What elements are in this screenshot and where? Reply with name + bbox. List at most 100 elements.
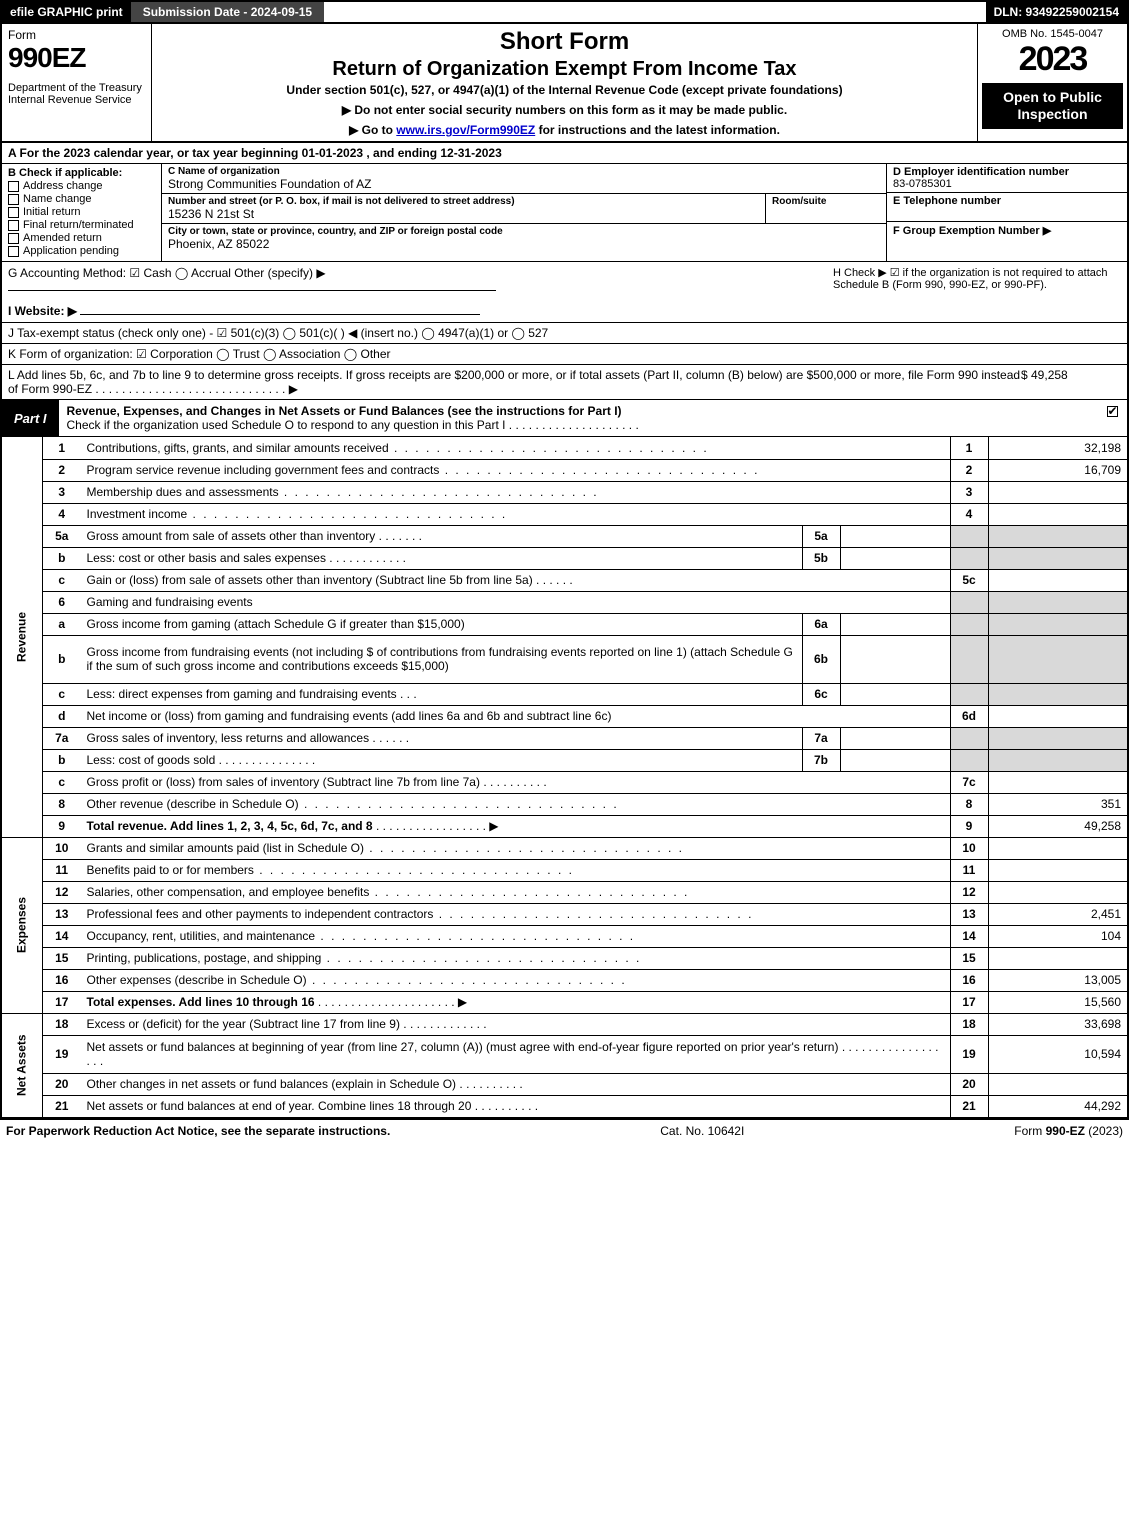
chk-initial-return[interactable]: Initial return — [8, 206, 155, 218]
l16-val: 13,005 — [988, 969, 1128, 991]
l17-no: 17 — [43, 991, 81, 1013]
row-gh: G Accounting Method: ☑ Cash ◯ Accrual Ot… — [0, 262, 1129, 323]
l10-no: 10 — [43, 837, 81, 859]
subtitle: Under section 501(c), 527, or 4947(a)(1)… — [160, 83, 969, 97]
spacer — [324, 2, 985, 22]
l6b-no: b — [43, 635, 81, 683]
irs-link[interactable]: www.irs.gov/Form990EZ — [396, 123, 535, 137]
l7b-sm: 7b — [802, 749, 840, 771]
page-footer: For Paperwork Reduction Act Notice, see … — [0, 1118, 1129, 1142]
l14-rtno: 14 — [950, 925, 988, 947]
line-6b: b Gross income from fundraising events (… — [1, 635, 1128, 683]
chk-app-pending[interactable]: Application pending — [8, 245, 155, 257]
line-6c: c Less: direct expenses from gaming and … — [1, 683, 1128, 705]
l6b-rtno — [950, 635, 988, 683]
group-exempt-label: F Group Exemption Number ▶ — [893, 224, 1121, 237]
line-20: 20 Other changes in net assets or fund b… — [1, 1073, 1128, 1095]
street-cell: Number and street (or P. O. box, if mail… — [162, 194, 766, 223]
chk-final-return[interactable]: Final return/terminated — [8, 219, 155, 231]
l12-val — [988, 881, 1128, 903]
l19-no: 19 — [43, 1035, 81, 1073]
l3-rtno: 3 — [950, 481, 988, 503]
part1-table: Revenue 1 Contributions, gifts, grants, … — [0, 437, 1129, 1118]
l17-rtno: 17 — [950, 991, 988, 1013]
org-name-value: Strong Communities Foundation of AZ — [168, 177, 880, 191]
row-h: H Check ▶ ☑ if the organization is not r… — [827, 262, 1127, 322]
tax-year: 2023 — [982, 40, 1123, 79]
l11-val — [988, 859, 1128, 881]
l13-val: 2,451 — [988, 903, 1128, 925]
l6b-val — [988, 635, 1128, 683]
l6a-smval — [840, 613, 950, 635]
l9-desc: Total revenue. Add lines 1, 2, 3, 4, 5c,… — [81, 815, 951, 837]
l7b-rtno — [950, 749, 988, 771]
line-21: 21 Net assets or fund balances at end of… — [1, 1095, 1128, 1117]
line-5a: 5a Gross amount from sale of assets othe… — [1, 525, 1128, 547]
l5b-smval — [840, 547, 950, 569]
chk-address-change[interactable]: Address change — [8, 180, 155, 192]
l6c-no: c — [43, 683, 81, 705]
part1-tab: Part I — [2, 400, 59, 436]
l5b-sm: 5b — [802, 547, 840, 569]
line-12: 12 Salaries, other compensation, and emp… — [1, 881, 1128, 903]
row-j: J Tax-exempt status (check only one) - ☑… — [0, 323, 1129, 344]
l4-desc: Investment income — [81, 503, 951, 525]
l6-rtno — [950, 591, 988, 613]
submission-date: Submission Date - 2024-09-15 — [131, 2, 324, 22]
top-bar: efile GRAPHIC print Submission Date - 20… — [0, 0, 1129, 24]
col-b: B Check if applicable: Address change Na… — [2, 164, 162, 261]
public-badge: Open to Public Inspection — [982, 83, 1123, 129]
l6-desc: Gaming and fundraising events — [81, 591, 951, 613]
l18-desc: Excess or (deficit) for the year (Subtra… — [81, 1013, 951, 1035]
header-center: Short Form Return of Organization Exempt… — [152, 24, 977, 141]
chk-amended-return[interactable]: Amended return — [8, 232, 155, 244]
l6b-sm: 6b — [802, 635, 840, 683]
line-13: 13 Professional fees and other payments … — [1, 903, 1128, 925]
l1-val: 32,198 — [988, 437, 1128, 459]
l6d-no: d — [43, 705, 81, 727]
l16-rtno: 16 — [950, 969, 988, 991]
l16-no: 16 — [43, 969, 81, 991]
l1-no: 1 — [43, 437, 81, 459]
form-header: Form 990EZ Department of the Treasury In… — [0, 24, 1129, 143]
l14-no: 14 — [43, 925, 81, 947]
l3-no: 3 — [43, 481, 81, 503]
l15-no: 15 — [43, 947, 81, 969]
l5a-sm: 5a — [802, 525, 840, 547]
l6a-val — [988, 613, 1128, 635]
efile-label[interactable]: efile GRAPHIC print — [2, 2, 131, 22]
header-right: OMB No. 1545-0047 2023 Open to Public In… — [977, 24, 1127, 141]
chk-name-change[interactable]: Name change — [8, 193, 155, 205]
l8-no: 8 — [43, 793, 81, 815]
row-k: K Form of organization: ☑ Corporation ◯ … — [0, 344, 1129, 365]
accounting-method: G Accounting Method: ☑ Cash ◯ Accrual Ot… — [8, 266, 821, 280]
part1-checkbox[interactable] — [1097, 400, 1127, 436]
l2-rtno: 2 — [950, 459, 988, 481]
line-16: 16 Other expenses (describe in Schedule … — [1, 969, 1128, 991]
l20-rtno: 20 — [950, 1073, 988, 1095]
l6c-val — [988, 683, 1128, 705]
l7b-smval — [840, 749, 950, 771]
revenue-side-label: Revenue — [1, 437, 43, 837]
line-8: 8 Other revenue (describe in Schedule O)… — [1, 793, 1128, 815]
line-1: Revenue 1 Contributions, gifts, grants, … — [1, 437, 1128, 459]
short-form-title: Short Form — [160, 28, 969, 56]
l8-desc: Other revenue (describe in Schedule O) — [81, 793, 951, 815]
l18-no: 18 — [43, 1013, 81, 1035]
l12-desc: Salaries, other compensation, and employ… — [81, 881, 951, 903]
block-bcdef: B Check if applicable: Address change Na… — [0, 164, 1129, 262]
line-14: 14 Occupancy, rent, utilities, and maint… — [1, 925, 1128, 947]
l6c-desc: Less: direct expenses from gaming and fu… — [81, 683, 803, 705]
line-2: 2 Program service revenue including gove… — [1, 459, 1128, 481]
part1-header: Part I Revenue, Expenses, and Changes in… — [0, 400, 1129, 437]
l17-desc: Total expenses. Add lines 10 through 16 … — [81, 991, 951, 1013]
l21-val: 44,292 — [988, 1095, 1128, 1117]
street-value: 15236 N 21st St — [168, 207, 759, 221]
l6-no: 6 — [43, 591, 81, 613]
dept-label: Department of the Treasury Internal Reve… — [8, 82, 145, 106]
line-9: 9 Total revenue. Add lines 1, 2, 3, 4, 5… — [1, 815, 1128, 837]
l10-val — [988, 837, 1128, 859]
l10-desc: Grants and similar amounts paid (list in… — [81, 837, 951, 859]
l6d-desc: Net income or (loss) from gaming and fun… — [81, 705, 951, 727]
l7b-no: b — [43, 749, 81, 771]
